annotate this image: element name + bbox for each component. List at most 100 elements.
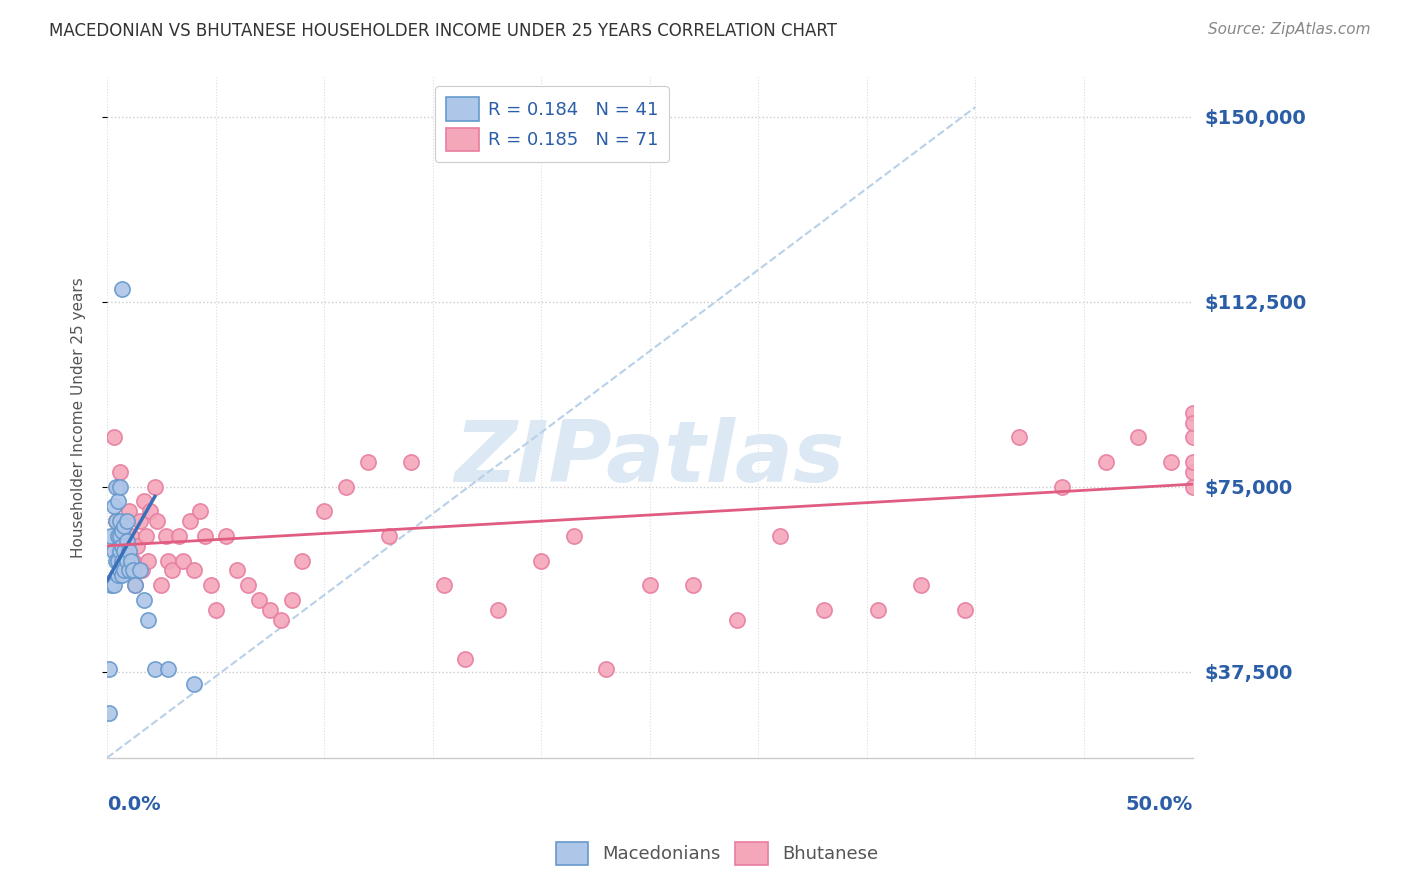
Point	[120, 529, 142, 543]
Point	[910, 578, 932, 592]
Point	[128, 564, 150, 578]
Point	[104, 514, 127, 528]
Point	[725, 613, 748, 627]
Point	[1181, 455, 1204, 469]
Point	[156, 662, 179, 676]
Point	[562, 529, 585, 543]
Point	[108, 465, 131, 479]
Point	[107, 494, 129, 508]
Point	[115, 533, 138, 548]
Point	[108, 480, 131, 494]
Point	[108, 543, 131, 558]
Legend: Macedonians, Bhutanese: Macedonians, Bhutanese	[548, 835, 886, 872]
Point	[200, 578, 222, 592]
Point	[866, 603, 889, 617]
Point	[115, 514, 138, 528]
Text: ZIPatlas: ZIPatlas	[454, 417, 845, 500]
Point	[115, 543, 138, 558]
Point	[114, 543, 136, 558]
Point	[108, 529, 131, 543]
Point	[111, 568, 134, 582]
Y-axis label: Householder Income Under 25 years: Householder Income Under 25 years	[72, 277, 86, 558]
Point	[1181, 430, 1204, 444]
Point	[104, 480, 127, 494]
Point	[638, 578, 661, 592]
Point	[1008, 430, 1031, 444]
Point	[190, 504, 212, 518]
Point	[104, 553, 127, 567]
Point	[107, 529, 129, 543]
Point	[135, 529, 157, 543]
Point	[183, 677, 205, 691]
Point	[454, 652, 477, 666]
Point	[259, 603, 281, 617]
Point	[124, 578, 146, 592]
Point	[122, 564, 145, 578]
Point	[111, 529, 134, 543]
Text: Source: ZipAtlas.com: Source: ZipAtlas.com	[1208, 22, 1371, 37]
Point	[280, 593, 302, 607]
Point	[1094, 455, 1116, 469]
Text: 50.0%: 50.0%	[1125, 795, 1192, 814]
Point	[103, 500, 125, 514]
Point	[120, 553, 142, 567]
Point	[432, 578, 454, 592]
Point	[115, 553, 138, 567]
Point	[179, 514, 201, 528]
Point	[156, 553, 179, 567]
Point	[146, 514, 169, 528]
Point	[107, 553, 129, 567]
Legend: R = 0.184   N = 41, R = 0.185   N = 71: R = 0.184 N = 41, R = 0.185 N = 71	[436, 87, 669, 161]
Point	[682, 578, 704, 592]
Point	[124, 578, 146, 592]
Point	[356, 455, 378, 469]
Point	[136, 613, 159, 627]
Point	[103, 543, 125, 558]
Point	[118, 504, 141, 518]
Text: 0.0%: 0.0%	[107, 795, 160, 814]
Point	[100, 578, 122, 592]
Point	[132, 593, 155, 607]
Text: MACEDONIAN VS BHUTANESE HOUSEHOLDER INCOME UNDER 25 YEARS CORRELATION CHART: MACEDONIAN VS BHUTANESE HOUSEHOLDER INCO…	[49, 22, 837, 40]
Point	[160, 564, 183, 578]
Point	[335, 480, 357, 494]
Point	[204, 603, 226, 617]
Point	[139, 504, 162, 518]
Point	[111, 524, 134, 538]
Point	[131, 564, 153, 578]
Point	[107, 543, 129, 558]
Point	[1160, 455, 1182, 469]
Point	[114, 564, 136, 578]
Point	[150, 578, 173, 592]
Point	[128, 514, 150, 528]
Point	[194, 529, 217, 543]
Point	[226, 564, 249, 578]
Point	[136, 553, 159, 567]
Point	[143, 480, 166, 494]
Point	[114, 519, 136, 533]
Point	[132, 494, 155, 508]
Point	[291, 553, 314, 567]
Point	[486, 603, 509, 617]
Point	[103, 430, 125, 444]
Point	[953, 603, 976, 617]
Point	[98, 706, 121, 721]
Point	[215, 529, 238, 543]
Point	[111, 282, 134, 296]
Point	[314, 504, 336, 518]
Point	[111, 539, 134, 553]
Point	[127, 539, 149, 553]
Point	[1181, 406, 1204, 420]
Point	[118, 564, 141, 578]
Point	[107, 480, 129, 494]
Point	[595, 662, 617, 676]
Point	[114, 564, 136, 578]
Point	[270, 613, 292, 627]
Point	[104, 514, 127, 528]
Point	[167, 529, 190, 543]
Point	[108, 564, 131, 578]
Point	[103, 578, 125, 592]
Point	[107, 568, 129, 582]
Point	[111, 553, 134, 567]
Point	[155, 529, 177, 543]
